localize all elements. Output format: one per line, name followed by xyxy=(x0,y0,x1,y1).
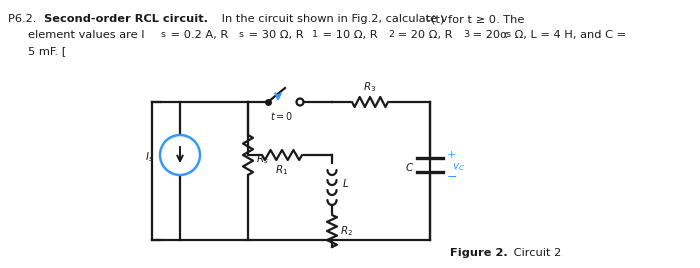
Text: In the circuit shown in Fig.2, calculate v: In the circuit shown in Fig.2, calculate… xyxy=(218,14,447,24)
Text: (t) for t ≥ 0. The: (t) for t ≥ 0. The xyxy=(431,14,524,24)
Text: $R_s$: $R_s$ xyxy=(256,152,269,166)
Text: $+$: $+$ xyxy=(446,148,456,159)
Text: $-$: $-$ xyxy=(446,169,457,183)
Text: Second-order RCL circuit.: Second-order RCL circuit. xyxy=(44,14,208,24)
Text: $v_C$: $v_C$ xyxy=(452,161,466,173)
Text: 2: 2 xyxy=(388,30,394,39)
Text: $R_1$: $R_1$ xyxy=(275,163,288,177)
Text: = 0.2 A, R: = 0.2 A, R xyxy=(167,30,228,40)
Text: $L$: $L$ xyxy=(342,177,349,189)
Text: $R_2$: $R_2$ xyxy=(340,224,353,238)
Text: s: s xyxy=(505,30,510,39)
Text: c: c xyxy=(425,14,430,23)
Text: Ω, L = 4 H, and C =: Ω, L = 4 H, and C = xyxy=(511,30,626,40)
Text: s: s xyxy=(160,30,165,39)
Text: s: s xyxy=(238,30,243,39)
Text: $R_3$: $R_3$ xyxy=(363,80,377,94)
Text: 3: 3 xyxy=(463,30,469,39)
Text: 1: 1 xyxy=(312,30,318,39)
Text: = 20 Ω, R: = 20 Ω, R xyxy=(394,30,452,40)
Text: 5 mF. [: 5 mF. [ xyxy=(28,46,66,56)
Text: element values are I: element values are I xyxy=(28,30,145,40)
Text: = 10 Ω, R: = 10 Ω, R xyxy=(319,30,377,40)
Text: = 30 Ω, R: = 30 Ω, R xyxy=(245,30,304,40)
Text: Figure 2.: Figure 2. xyxy=(450,248,508,258)
Text: = 20α: = 20α xyxy=(469,30,507,40)
Text: $I_s$: $I_s$ xyxy=(146,150,154,164)
Text: $C$: $C$ xyxy=(405,161,414,173)
Text: P6.2.: P6.2. xyxy=(8,14,40,24)
Text: $t=0$: $t=0$ xyxy=(270,110,293,122)
Text: Circuit 2: Circuit 2 xyxy=(510,248,561,258)
